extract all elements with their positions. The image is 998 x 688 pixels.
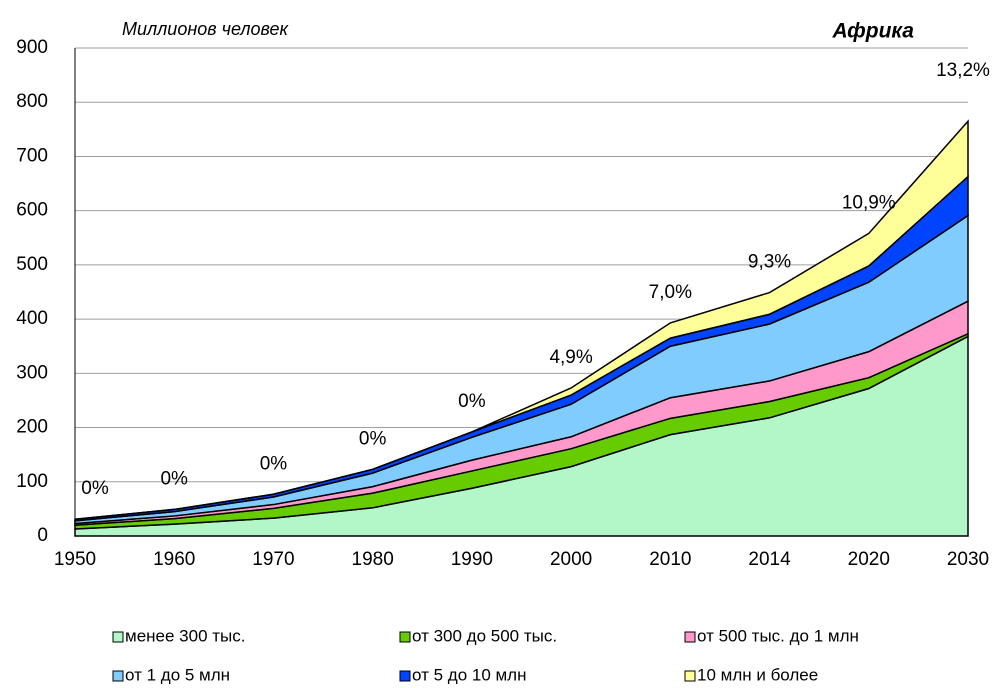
- x-tick-label: 2014: [748, 549, 791, 570]
- area: [74, 119, 969, 520]
- x-tick-label: 2030: [947, 549, 989, 570]
- legend-label: от 500 тыс. до 1 млн: [697, 626, 859, 645]
- y-tick-label: 700: [16, 145, 48, 166]
- annotation: 0%: [458, 391, 486, 412]
- chart-subtitle: Миллионов человек: [122, 19, 290, 39]
- y-tick-label: 300: [16, 362, 48, 383]
- legend-label: от 300 до 500 тыс.: [412, 626, 557, 645]
- legend-swatch: [112, 670, 124, 682]
- y-tick-label: 800: [16, 91, 48, 112]
- legend-swatch: [399, 631, 411, 643]
- y-tick-label: 900: [16, 37, 48, 58]
- y-tick-label: 500: [16, 254, 48, 275]
- legend-label: от 5 до 10 млн: [412, 665, 527, 684]
- annotation: 0%: [160, 468, 188, 489]
- annotation: 0%: [359, 428, 387, 449]
- legend-swatch: [684, 631, 696, 643]
- annotation: 7,0%: [649, 282, 692, 303]
- x-tick-label: 2020: [848, 549, 890, 570]
- legend-label: менее 300 тыс.: [125, 626, 245, 645]
- legend-label: от 1 до 5 млн: [125, 665, 230, 684]
- y-tick-label: 100: [16, 471, 48, 492]
- annotation: 9,3%: [748, 252, 791, 273]
- annotation: 0%: [81, 478, 109, 499]
- annotation: 13,2%: [936, 60, 990, 81]
- chart-title: Африка: [832, 20, 915, 43]
- annotation: 10,9%: [842, 192, 896, 213]
- x-tick-label: 1950: [54, 549, 96, 570]
- y-tick-label: 400: [16, 308, 48, 329]
- annotation: 0%: [260, 453, 288, 474]
- x-tick-label: 1980: [352, 549, 394, 570]
- x-tick-label: 2010: [649, 549, 691, 570]
- legend-swatch: [399, 670, 411, 682]
- legend-swatch: [684, 670, 696, 682]
- annotation: 4,9%: [549, 347, 592, 368]
- legend-label: 10 млн и более: [697, 665, 818, 684]
- legend-swatch: [112, 631, 124, 643]
- y-tick-label: 600: [16, 200, 48, 221]
- x-tick-label: 1960: [153, 549, 195, 570]
- y-tick-label: 200: [16, 417, 48, 438]
- x-tick-label: 1970: [252, 549, 294, 570]
- x-tick-label: 1990: [451, 549, 493, 570]
- y-tick-label: 0: [37, 525, 48, 546]
- x-tick-label: 2000: [550, 549, 592, 570]
